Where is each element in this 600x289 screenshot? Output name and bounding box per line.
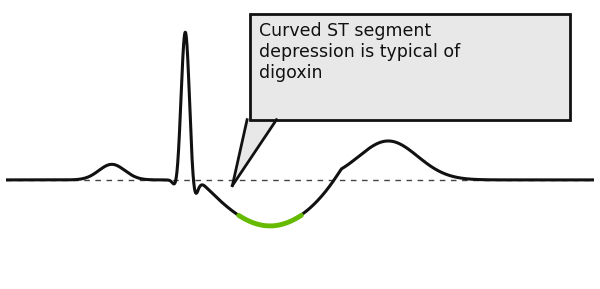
Polygon shape bbox=[232, 120, 277, 186]
FancyBboxPatch shape bbox=[250, 14, 571, 120]
Text: Curved ST segment
depression is typical of
digoxin: Curved ST segment depression is typical … bbox=[259, 22, 460, 81]
